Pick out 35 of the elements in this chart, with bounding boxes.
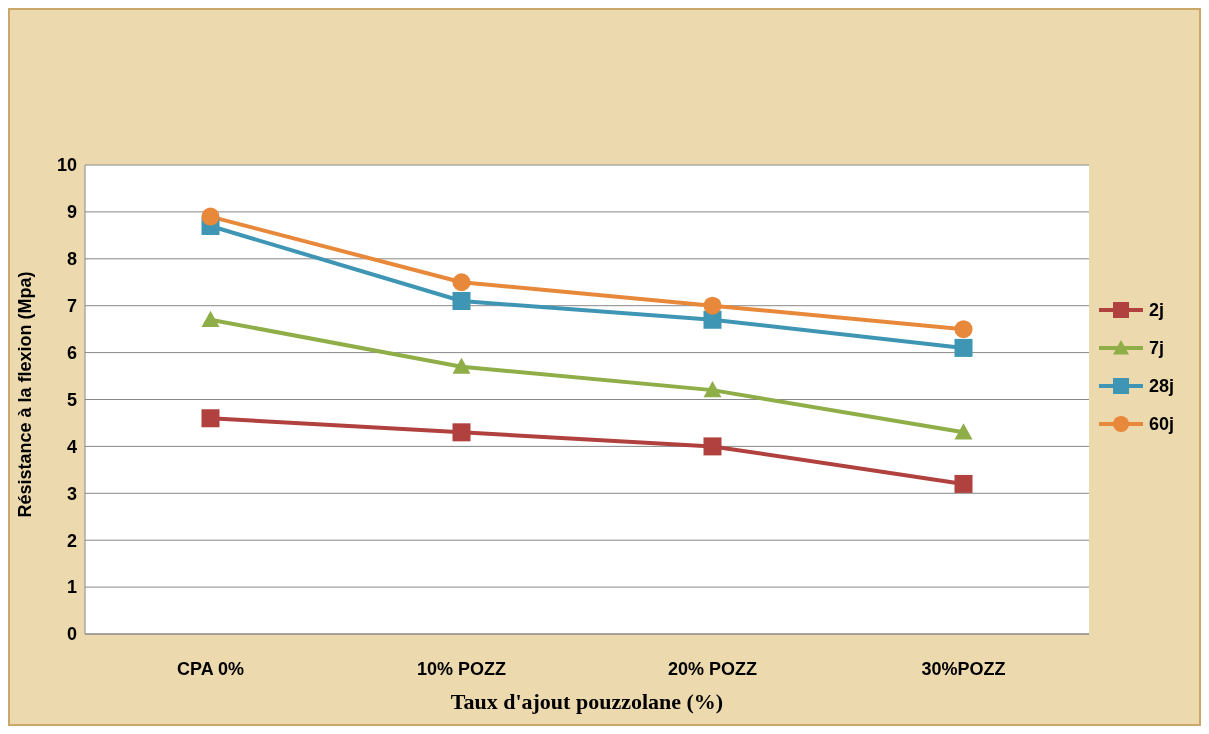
y-tick-label: 9: [66, 202, 77, 223]
y-tick-label: 10: [56, 155, 77, 176]
point: [201, 409, 220, 428]
y-tick-label: 2: [66, 530, 77, 551]
legend-label: 2j: [1149, 299, 1165, 321]
point: [452, 273, 471, 292]
point: [703, 381, 722, 398]
x-tick-label: 20% POZZ: [667, 658, 758, 679]
legend-label: 28j: [1149, 375, 1176, 397]
x-axis-title: Taux d'ajout pouzzolane (%): [450, 689, 724, 714]
y-tick-label: 5: [66, 389, 77, 410]
point: [201, 207, 220, 226]
point: [703, 296, 722, 315]
point: [954, 320, 973, 339]
point: [452, 423, 471, 442]
point: [954, 338, 973, 357]
point: [954, 474, 973, 493]
y-tick-label: 3: [66, 483, 77, 504]
y-tick-label: 4: [66, 436, 77, 457]
point: [452, 357, 471, 374]
x-tick-label: 10% POZZ: [416, 658, 507, 679]
y-tick-label: 6: [66, 342, 77, 363]
legend-label: 60j: [1149, 413, 1176, 435]
legend-label: 7j: [1149, 337, 1165, 359]
point: [201, 310, 220, 327]
y-tick-label: 8: [66, 249, 77, 270]
point: [954, 423, 973, 440]
y-tick-label: 0: [66, 624, 77, 645]
y-tick-label: 1: [66, 577, 77, 598]
y-axis-title: Résistance à la flexion (Mpa): [15, 271, 36, 518]
y-tick-label: 7: [66, 296, 77, 317]
point: [452, 292, 471, 311]
point: [703, 437, 722, 456]
x-tick-label: CPA 0%: [176, 658, 245, 679]
x-tick-label: 30%POZZ: [921, 658, 1006, 679]
